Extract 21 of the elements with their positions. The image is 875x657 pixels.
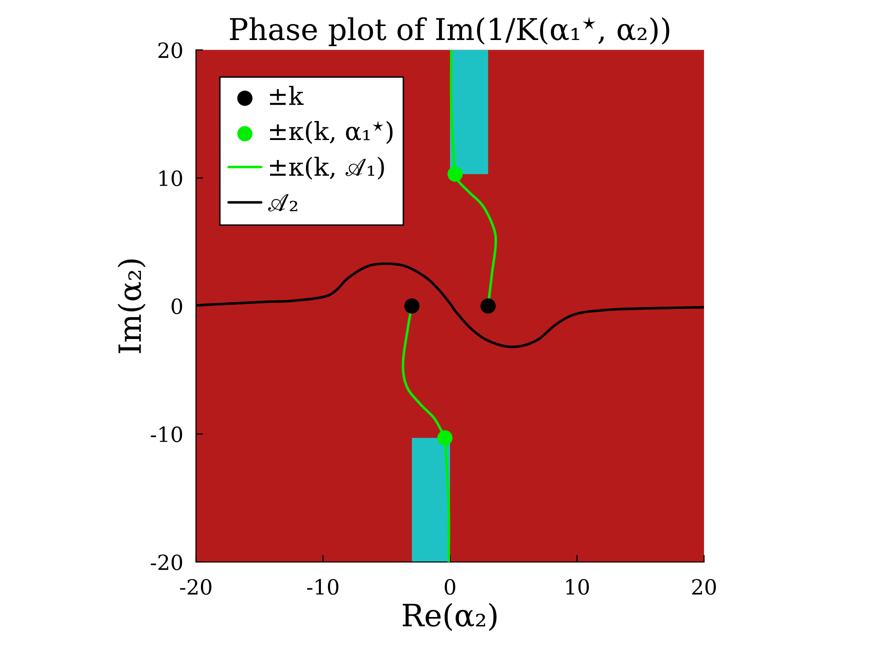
y-axis-title: Im(α₂)	[118, 260, 146, 354]
x-axis-title: Re(α₂)	[402, 602, 496, 631]
x-tick-label: -20	[180, 579, 212, 595]
point	[447, 166, 463, 182]
y-tick-label: 20	[158, 42, 182, 58]
legend-label: ±κ(k, 𝒜₁)	[270, 156, 384, 180]
x-tick-label: -10	[307, 579, 338, 595]
point	[404, 298, 420, 314]
y-tick-label: -20	[150, 554, 182, 570]
legend-label: ±κ(k, α₁$^{⋆}$)	[270, 120, 393, 144]
y-tick-label: -10	[150, 426, 182, 442]
legend-label: 𝒜₂	[268, 194, 298, 212]
legend-label: ±k	[270, 86, 304, 105]
x-tick-label: 10	[566, 579, 589, 595]
y-tick-label: 0	[172, 298, 182, 314]
point	[437, 430, 453, 446]
x-tick-label: 0	[444, 579, 456, 595]
y-tick-label: 10	[160, 170, 182, 186]
chart-title: Phase plot of Im(1/K(α₁$^{⋆}$, α₂))	[230, 16, 670, 46]
x-tick-label: 20	[692, 579, 716, 595]
point	[480, 298, 496, 314]
